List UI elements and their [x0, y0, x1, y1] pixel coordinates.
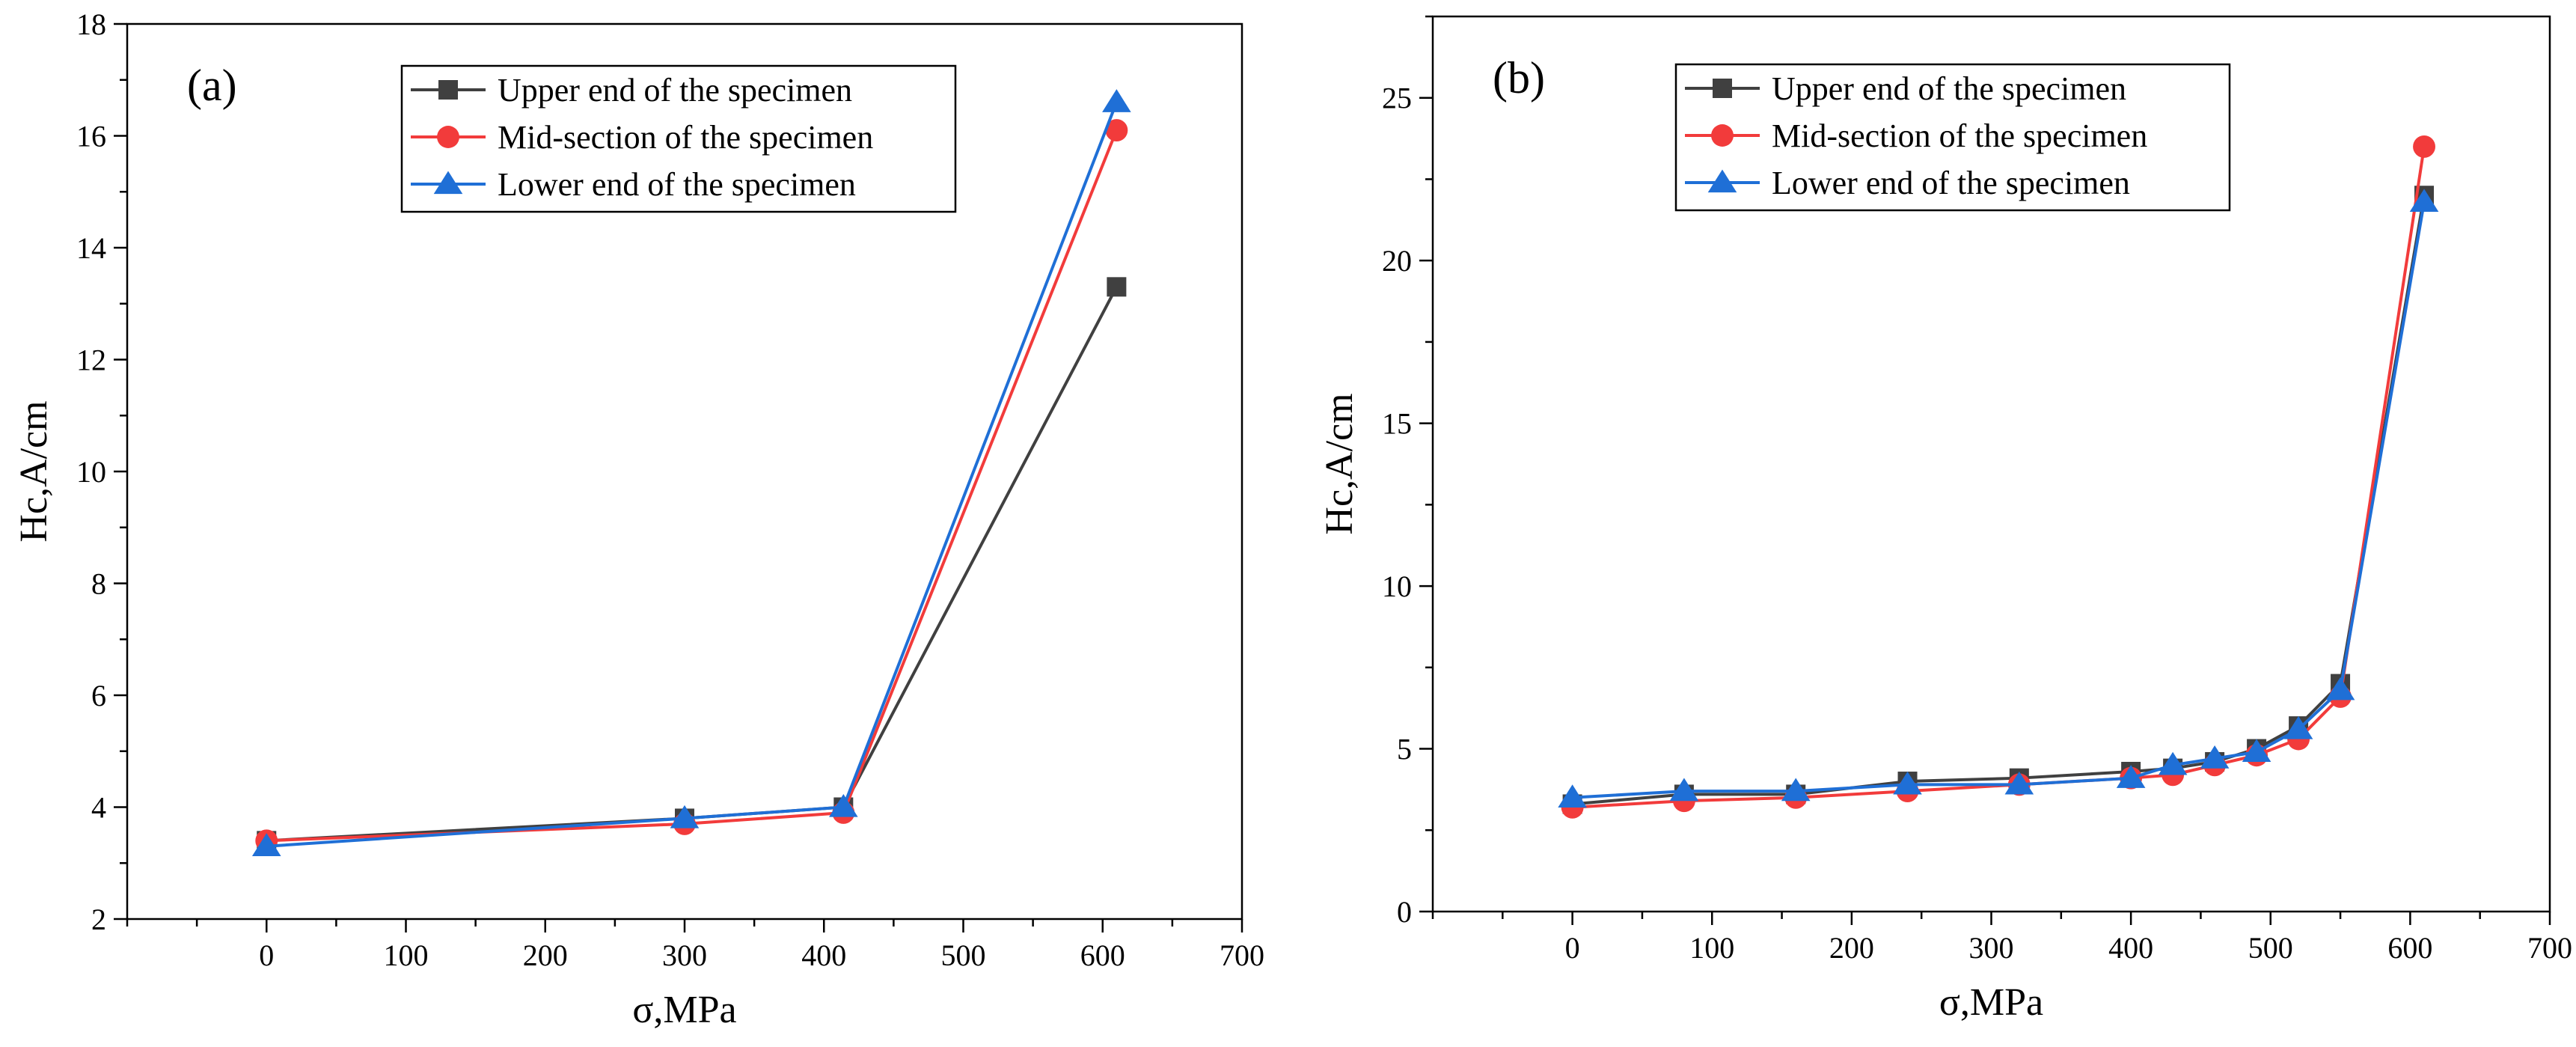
legend-marker-circle	[1711, 124, 1734, 147]
series-line-triangle	[1572, 201, 2426, 799]
x-tick-label: 600	[2387, 931, 2432, 965]
data-point-triangle	[2283, 715, 2313, 739]
data-point-triangle	[1893, 771, 1922, 795]
legend-marker-triangle	[1707, 169, 1737, 193]
x-tick-label: 200	[1829, 931, 1874, 965]
y-tick-label: 14	[76, 231, 106, 265]
data-point-triangle	[2200, 745, 2230, 769]
data-point-triangle	[1102, 89, 1131, 112]
legend-entry: Upper end of the specimen	[498, 72, 852, 109]
legend-marker-square	[438, 80, 458, 100]
x-tick-label: 100	[1689, 931, 1734, 965]
series-line-square	[1572, 195, 2426, 806]
data-point-triangle	[1558, 784, 1587, 808]
y-tick-label: 4	[91, 791, 106, 825]
legend-marker-triangle	[433, 171, 463, 195]
legend-entry: Lower end of the specimen	[498, 166, 856, 203]
x-tick-label: 0	[1565, 931, 1580, 965]
y-tick-label: 25	[1382, 82, 1412, 115]
data-point-triangle	[2116, 765, 2146, 788]
legend-entry: Mid-section of the specimen	[498, 119, 873, 156]
series-line-circle	[266, 129, 1119, 843]
x-tick-label: 400	[2108, 931, 2153, 965]
x-tick-label: 500	[941, 938, 986, 972]
y-axis-title: Hc,A/cm	[13, 400, 55, 542]
data-point-square	[1107, 277, 1127, 297]
data-point-circle	[1105, 119, 1128, 141]
x-axis-title: σ,MPa	[1939, 981, 2043, 1024]
x-tick-label: 700	[2527, 931, 2572, 965]
chart-panel-b: 0 100 200 300 400 500 600 700 0 5 10 15 20 25 σ,MPa Hc,…	[1318, 15, 2572, 1024]
x-tick-label: 600	[1080, 938, 1125, 972]
x-tick-label: 700	[1220, 938, 1264, 972]
y-axis-title: Hc,A/cm	[1318, 393, 1361, 534]
data-point-triangle	[829, 793, 858, 817]
legend-entry: Lower end of the specimen	[1772, 165, 2130, 201]
data-point-triangle	[2409, 189, 2439, 213]
y-tick-label: 8	[91, 567, 106, 601]
data-point-triangle	[251, 833, 281, 856]
data-point-circle	[2413, 135, 2435, 158]
x-tick-label: 200	[523, 938, 568, 972]
y-tick-label: 6	[91, 679, 106, 712]
x-tick-label: 100	[384, 938, 429, 972]
y-tick-label: 20	[1382, 244, 1412, 278]
y-tick-label: 12	[76, 344, 106, 377]
series-line-square	[266, 286, 1119, 843]
data-point-triangle	[1781, 778, 1811, 802]
y-tick-label: 18	[76, 7, 106, 41]
data-point-triangle	[1669, 778, 1699, 802]
data-point-triangle	[2242, 739, 2271, 763]
y-tick-label: 10	[1382, 570, 1412, 603]
x-tick-label: 300	[662, 938, 707, 972]
legend-box	[1674, 63, 2231, 212]
legend-box	[400, 64, 957, 213]
panel-label: (b)	[1493, 53, 1545, 103]
x-tick-label: 0	[259, 938, 274, 972]
x-axis-title: σ,MPa	[632, 989, 736, 1031]
series-line-circle	[1572, 146, 2426, 809]
y-tick-label: 16	[76, 120, 106, 153]
panel-label: (a)	[187, 61, 237, 110]
legend-entry: Mid-section of the specimen	[1772, 117, 2147, 154]
x-tick-label: 400	[801, 938, 846, 972]
legend-marker-circle	[437, 126, 459, 148]
y-tick-label: 2	[91, 903, 106, 936]
y-tick-label: 5	[1397, 733, 1412, 766]
data-point-triangle	[670, 805, 700, 828]
chart-panel-a: 0 100 200 300 400 500 600 700 2 4 6 8 10 12 14 16 18 σ,MP…	[13, 7, 1264, 1031]
data-point-triangle	[2325, 677, 2355, 700]
legend-entry: Upper end of the specimen	[1772, 70, 2126, 107]
data-point-triangle	[2004, 771, 2034, 795]
data-point-triangle	[2158, 751, 2188, 775]
x-tick-label: 500	[2248, 931, 2293, 965]
y-tick-label: 0	[1397, 895, 1412, 929]
series-line-triangle	[266, 101, 1119, 848]
legend-marker-square	[1713, 79, 1732, 98]
y-tick-label: 15	[1382, 407, 1412, 441]
y-tick-label: 10	[76, 455, 106, 489]
x-tick-label: 300	[1969, 931, 2014, 965]
